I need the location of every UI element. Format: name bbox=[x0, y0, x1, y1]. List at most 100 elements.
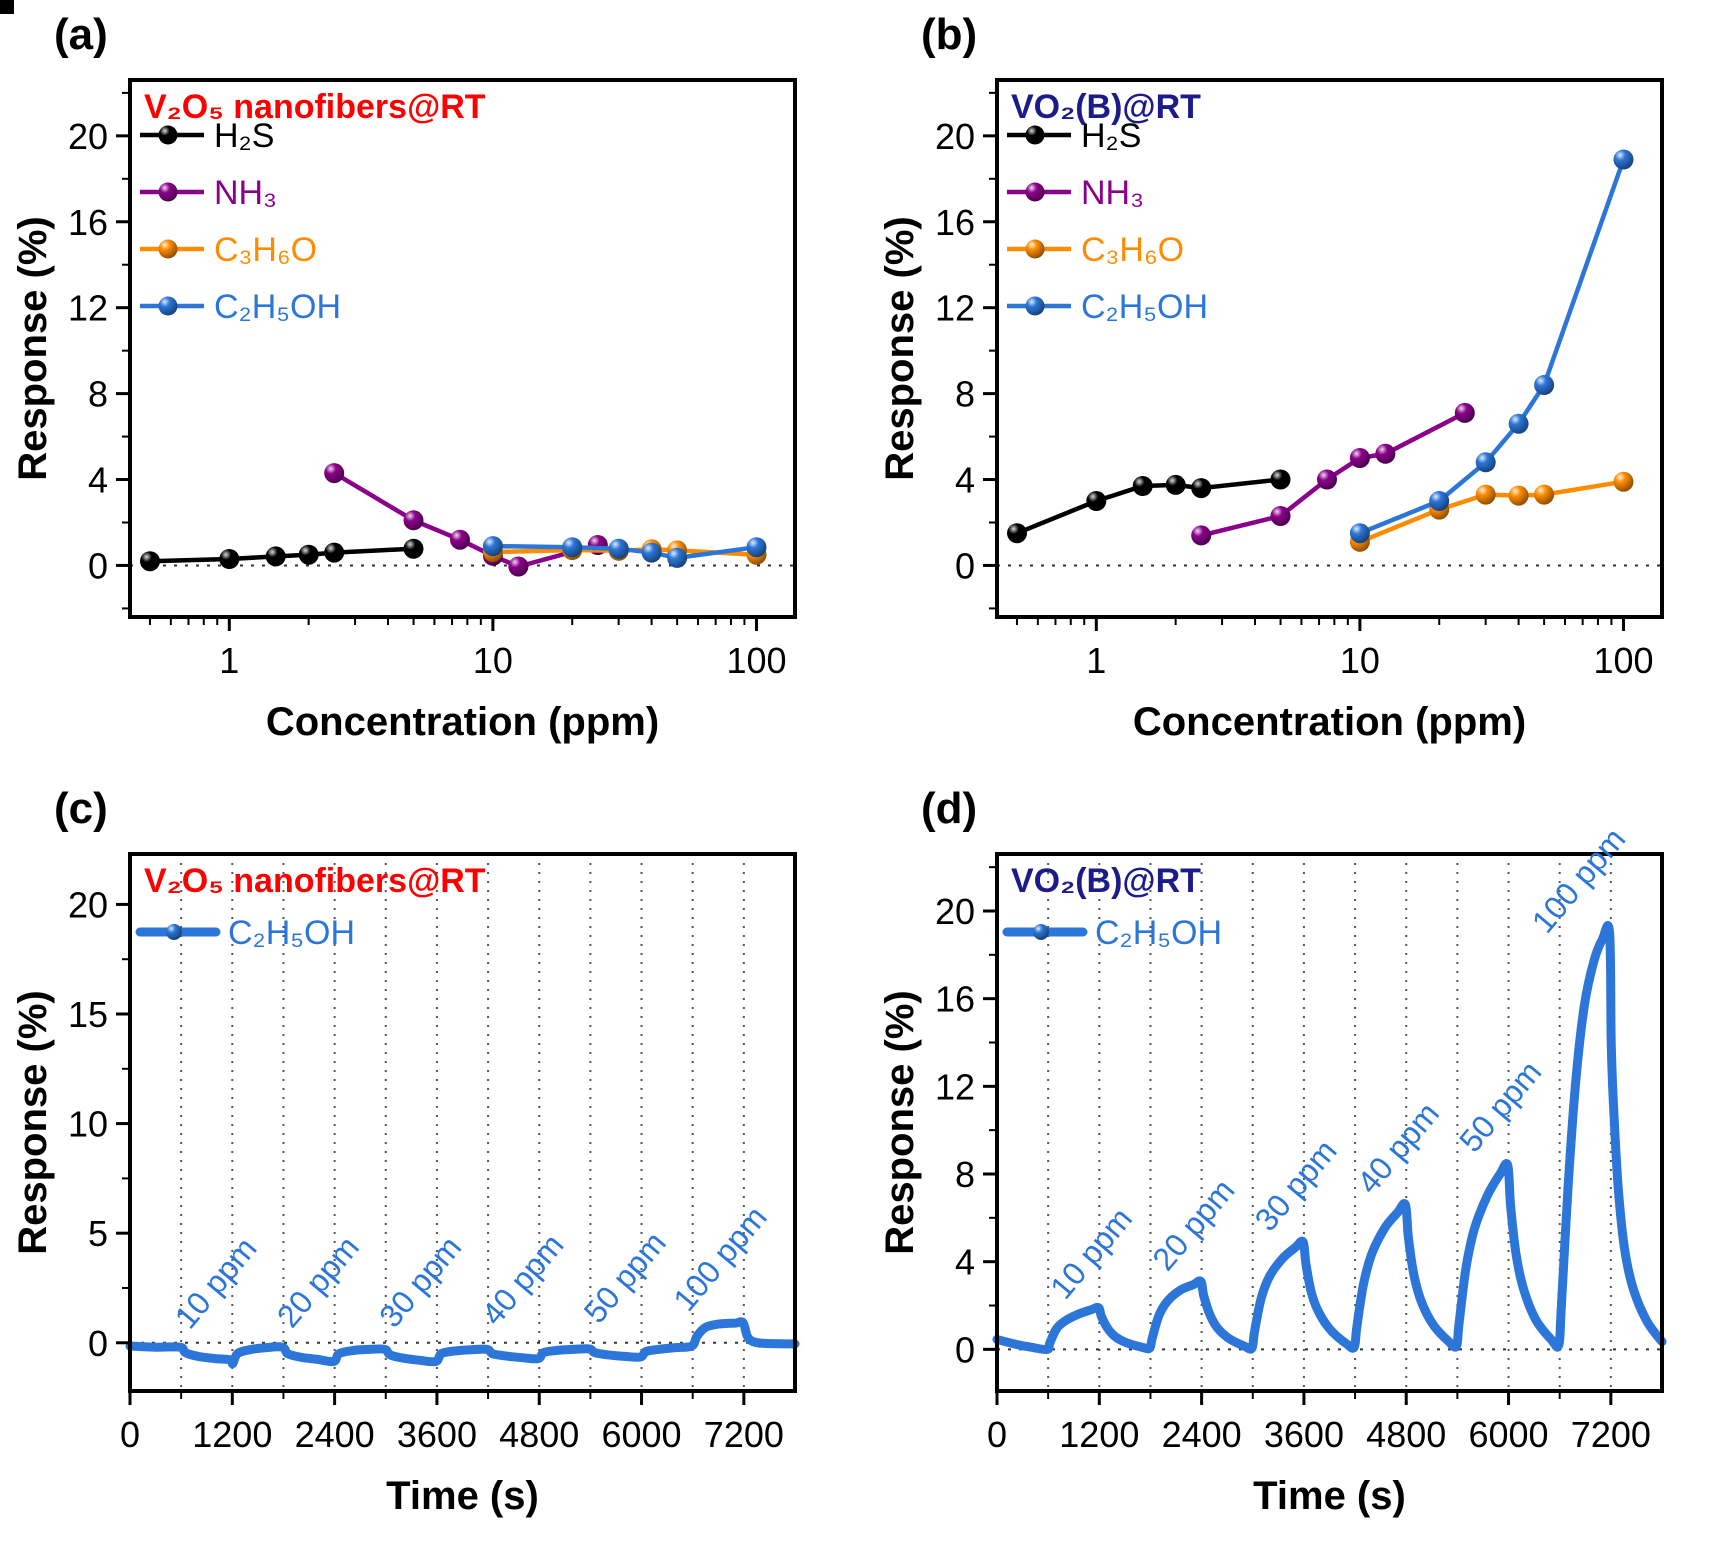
panel-title: VO₂(B)@RT bbox=[1011, 88, 1201, 126]
svg-text:0: 0 bbox=[88, 1323, 108, 1364]
svg-text:0: 0 bbox=[987, 1414, 1007, 1455]
data-point bbox=[403, 538, 424, 559]
svg-text:4: 4 bbox=[88, 460, 108, 501]
ppm-annotation: 100 ppm bbox=[666, 1199, 774, 1318]
svg-text:0: 0 bbox=[88, 545, 108, 586]
data-point bbox=[324, 463, 345, 484]
svg-text:1200: 1200 bbox=[1059, 1414, 1139, 1455]
axis-ticks bbox=[116, 91, 758, 631]
series-line bbox=[492, 543, 757, 561]
svg-text:100: 100 bbox=[1593, 640, 1653, 681]
svg-text:1200: 1200 bbox=[192, 1414, 272, 1455]
ppm-annotation: 10 ppm bbox=[167, 1230, 263, 1335]
data-point bbox=[1534, 375, 1555, 395]
axis-tick-labels: 0 1200 2400 3600 4800 6000 7200 0 5 10 15 20 bbox=[68, 884, 784, 1455]
data-point bbox=[1191, 525, 1212, 546]
plot-frame bbox=[995, 852, 1664, 1393]
data-point bbox=[1508, 485, 1529, 506]
ppm-annotation: 50 ppm bbox=[1452, 1054, 1548, 1159]
legend-entry: C₂H₅OH bbox=[214, 288, 341, 326]
panel-d-label: (d) bbox=[921, 784, 978, 833]
svg-text:8: 8 bbox=[955, 1154, 975, 1195]
data-point bbox=[1270, 469, 1291, 490]
data-point bbox=[1375, 443, 1396, 464]
data-point bbox=[403, 510, 424, 531]
axis-tick-labels: 0 1200 2400 3600 4800 6000 7200 0 4 8 12 16 20 bbox=[935, 891, 1651, 1455]
ppm-annotation: 30 ppm bbox=[372, 1229, 468, 1334]
data-point bbox=[1191, 478, 1212, 499]
x-axis-label: Concentration (ppm) bbox=[266, 700, 659, 744]
svg-text:16: 16 bbox=[68, 202, 108, 243]
svg-text:5: 5 bbox=[88, 1213, 108, 1254]
data-point bbox=[265, 546, 286, 567]
svg-text:4800: 4800 bbox=[499, 1414, 579, 1455]
series-b-0 bbox=[1007, 469, 1291, 544]
panel-c-chart: 0 1200 2400 3600 4800 6000 7200 0 5 10 15 20 Time (s… bbox=[11, 852, 800, 1518]
series-line bbox=[1016, 477, 1281, 536]
svg-text:3600: 3600 bbox=[1264, 1414, 1344, 1455]
data-point bbox=[1534, 484, 1555, 505]
data-point bbox=[1613, 471, 1634, 492]
data-point bbox=[1508, 413, 1529, 434]
svg-text:3600: 3600 bbox=[397, 1414, 477, 1455]
panel-title: VO₂(B)@RT bbox=[1011, 862, 1201, 900]
svg-text:10: 10 bbox=[1340, 640, 1380, 681]
legend-entry: NH₃ bbox=[214, 174, 277, 212]
plot-frame bbox=[128, 78, 797, 619]
data-point bbox=[746, 537, 767, 558]
data-point bbox=[1007, 523, 1027, 544]
legend-entry: NH₃ bbox=[1081, 174, 1144, 212]
svg-text:0: 0 bbox=[120, 1414, 140, 1455]
svg-text:4: 4 bbox=[955, 460, 975, 501]
data-point bbox=[140, 551, 160, 572]
svg-text:20: 20 bbox=[68, 116, 108, 157]
legend-entry: C₂H₅OH bbox=[1081, 288, 1208, 326]
svg-text:6000: 6000 bbox=[1468, 1414, 1548, 1455]
x-axis-label: Concentration (ppm) bbox=[1133, 700, 1526, 744]
axis-tick-labels: 1 10 100 0 4 8 12 16 20 bbox=[68, 116, 787, 681]
panel-a-label: (a) bbox=[54, 10, 108, 59]
panel-d-chart: 0 1200 2400 3600 4800 6000 7200 0 4 8 12 16 20 Time (… bbox=[878, 821, 1667, 1518]
panel-b: (b) 1 10 100 0 4 8 12 16 20 Concentration (ppm) Re… bbox=[867, 0, 1734, 774]
svg-text:12: 12 bbox=[935, 1066, 975, 1107]
data-point bbox=[1086, 491, 1107, 511]
data-point bbox=[1475, 452, 1496, 473]
legend-entry: H₂S bbox=[214, 117, 274, 155]
axis-ticks bbox=[116, 902, 746, 1405]
series-line bbox=[149, 546, 414, 564]
data-point bbox=[562, 537, 583, 558]
ppm-annotation: 100 ppm bbox=[1525, 821, 1633, 940]
series-line bbox=[1200, 410, 1466, 538]
svg-text:6000: 6000 bbox=[601, 1414, 681, 1455]
axis-ticks bbox=[983, 91, 1625, 631]
panel-c: (c) 0 1200 2400 3600 4800 6000 7200 0 5 10 15 20 Tim… bbox=[0, 774, 867, 1548]
y-axis-label: Response (%) bbox=[878, 990, 922, 1255]
series-a-3 bbox=[482, 536, 767, 568]
ppm-annotation: 20 ppm bbox=[1145, 1172, 1241, 1277]
data-point bbox=[1132, 476, 1153, 496]
y-axis-label: Response (%) bbox=[11, 990, 55, 1255]
axis-tick-labels: 1 10 100 0 4 8 12 16 20 bbox=[935, 116, 1654, 681]
svg-text:12: 12 bbox=[935, 288, 975, 329]
legend: V₂O₅ nanofibers@RT C₂H₅OH bbox=[135, 862, 486, 952]
ppm-annotation: 10 ppm bbox=[1043, 1201, 1139, 1306]
y-axis-label: Response (%) bbox=[11, 216, 55, 481]
data-point bbox=[1270, 506, 1291, 526]
svg-text:7200: 7200 bbox=[1571, 1414, 1651, 1455]
svg-text:10: 10 bbox=[68, 1104, 108, 1145]
ppm-annotation: 20 ppm bbox=[270, 1229, 366, 1334]
series-c-0 bbox=[125, 1317, 800, 1369]
svg-text:4: 4 bbox=[955, 1242, 975, 1283]
series-a-0 bbox=[140, 538, 424, 572]
ppm-annotation: 30 ppm bbox=[1248, 1133, 1344, 1238]
ppm-annotation: 40 ppm bbox=[1350, 1095, 1446, 1200]
legend-entry: C₃H₆O bbox=[214, 231, 317, 269]
data-point bbox=[667, 547, 688, 568]
panel-b-chart: 1 10 100 0 4 8 12 16 20 Concentration (ppm) Respon… bbox=[878, 78, 1664, 744]
panel-title: V₂O₅ nanofibers@RT bbox=[144, 88, 486, 126]
axis-ticks bbox=[983, 866, 1613, 1405]
series-line bbox=[1359, 479, 1624, 544]
data-point bbox=[1454, 402, 1475, 423]
svg-text:20: 20 bbox=[935, 116, 975, 157]
